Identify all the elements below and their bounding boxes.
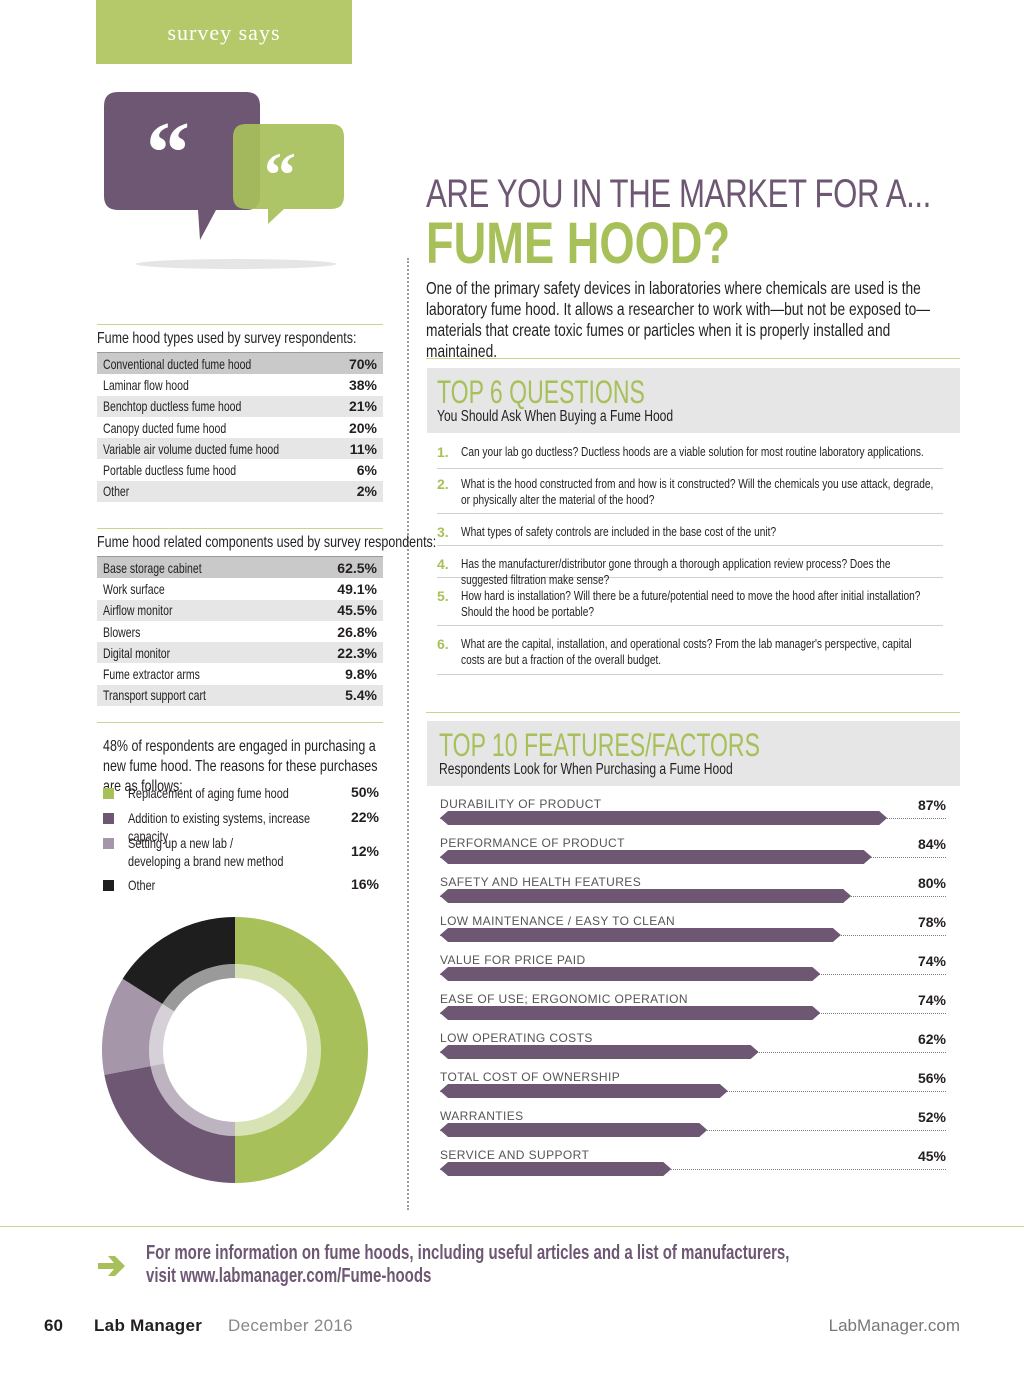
feature-row: LOW MAINTENANCE / EASY TO CLEAN 78% — [440, 914, 946, 948]
more-info-text: For more information on fume hoods, incl… — [146, 1242, 806, 1288]
reasons-top-rule — [97, 722, 383, 723]
feature-row: LOW OPERATING COSTS 62% — [440, 1031, 946, 1065]
legend-item: Other 16% — [103, 876, 385, 894]
svg-text:“: “ — [264, 139, 296, 210]
table-row: Airflow monitor 45.5% — [97, 599, 383, 621]
feature-row: TOTAL COST OF OWNERSHIP 56% — [440, 1070, 946, 1104]
headline-line1: ARE YOU IN THE MARKET FOR A... — [426, 172, 931, 216]
table-row: Other 2% — [97, 480, 383, 503]
headline-line2: FUME HOOD? — [426, 211, 731, 276]
feature-bar — [440, 1123, 707, 1137]
feature-row: DURABILITY OF PRODUCT 87% — [440, 797, 946, 831]
page-number: 60 — [44, 1316, 63, 1335]
speech-bubbles-icon: “ “ — [104, 92, 344, 269]
questions-title: TOP 6 QUESTIONS — [437, 374, 645, 410]
footer-rule — [0, 1226, 1024, 1227]
feature-bar — [440, 1162, 671, 1176]
legend-swatch — [103, 880, 114, 891]
feature-bar — [440, 889, 851, 903]
legend-item: Addition to existing systems, increase c… — [103, 809, 385, 845]
question-item: 4. Has the manufacturer/distributor gone … — [437, 556, 943, 587]
svg-text:“: “ — [146, 105, 190, 202]
table-row: Canopy ducted fume hood 20% — [103, 419, 377, 436]
types-table: Fume hood types used by survey responden… — [97, 330, 383, 503]
donut-inner-ring — [235, 964, 321, 1136]
intro-divider — [426, 358, 960, 359]
feature-row: PERFORMANCE OF PRODUCT 84% — [440, 836, 946, 870]
question-item: 3. What types of safety controls are incl… — [437, 524, 943, 546]
feature-row: VALUE FOR PRICE PAID 74% — [440, 953, 946, 987]
features-title: TOP 10 FEATURES/FACTORS — [439, 727, 760, 763]
feature-bar — [440, 850, 872, 864]
question-item: 6. What are the capital, installation, an… — [437, 636, 943, 675]
components-top-rule — [97, 528, 383, 529]
table-row: Fume extractor arms 9.8% — [103, 666, 377, 683]
table-row: Portable ductless fume hood 6% — [103, 462, 377, 479]
feature-bar — [440, 1045, 759, 1059]
table-row: Benchtop ductless fume hood 21% — [97, 395, 383, 417]
purchase-reasons-donut-chart — [102, 917, 368, 1183]
feature-bar — [440, 811, 887, 825]
donut-inner-ring — [150, 1063, 235, 1136]
legend-item: Setting up a new lab / developing a bran… — [103, 834, 385, 870]
feature-bar — [440, 928, 841, 942]
column-divider — [407, 258, 409, 1210]
types-top-rule — [97, 324, 383, 325]
donut-inner-ring — [162, 964, 235, 1012]
donut-slice — [122, 917, 235, 1004]
table-row: Transport support cart 5.4% — [97, 684, 383, 707]
features-header: TOP 10 FEATURES/FACTORS Respondents Look… — [427, 721, 960, 786]
feature-bar — [440, 967, 820, 981]
question-item: 2. What is the hood constructed from and … — [437, 476, 943, 514]
legend-item: Replacement of aging fume hood 50% — [103, 784, 385, 802]
feature-row: SAFETY AND HEALTH FEATURES 80% — [440, 875, 946, 909]
question-item: 1. Can your lab go ductless? Ductless hoo… — [437, 444, 943, 469]
question-item: 5. How hard is installation? Will there b… — [437, 588, 943, 626]
feature-row: SERVICE AND SUPPORT 45% — [440, 1148, 946, 1182]
arrow-right-icon — [98, 1256, 125, 1276]
magazine-name: Lab Manager — [94, 1316, 203, 1335]
donut-slice — [102, 978, 163, 1075]
legend-swatch — [103, 838, 114, 849]
features-top-rule — [426, 712, 960, 713]
legend-swatch — [103, 788, 114, 799]
types-table-title: Fume hood types used by survey responden… — [97, 330, 357, 347]
table-row: Base storage cabinet 62.5% — [97, 557, 383, 579]
feature-row: EASE OF USE; ERGONOMIC OPERATION 74% — [440, 992, 946, 1026]
feature-bar — [440, 1006, 820, 1020]
website-link[interactable]: LabManager.com — [828, 1316, 960, 1335]
feature-bar — [440, 1084, 728, 1098]
features-subtitle: Respondents Look for When Purchasing a F… — [439, 761, 733, 778]
table-row: Laminar flow hood 38% — [103, 376, 377, 393]
donut-inner-ring — [149, 1003, 175, 1067]
issue-date: December 2016 — [228, 1316, 353, 1335]
table-row: Blowers 26.8% — [103, 623, 377, 640]
more-info-link[interactable]: visit www.labmanager.com/Fume-hoods — [146, 1265, 432, 1287]
questions-header: TOP 6 QUESTIONS You Should Ask When Buyi… — [427, 368, 960, 433]
components-table: Fume hood related components used by sur… — [97, 534, 437, 707]
reasons-title: 48% of respondents are engaged in purcha… — [103, 738, 378, 795]
table-row: Work surface 49.1% — [103, 580, 377, 597]
intro-paragraph: One of the primary safety devices in lab… — [426, 278, 930, 361]
feature-row: WARRANTIES 52% — [440, 1109, 946, 1143]
table-row: Digital monitor 22.3% — [97, 642, 383, 664]
table-row: Variable air volume ducted fume hood 11% — [97, 438, 383, 460]
donut-slice — [235, 917, 368, 1183]
donut-slice — [104, 1066, 235, 1183]
legend-swatch — [103, 813, 114, 824]
table-row: Conventional ducted fume hood 70% — [97, 353, 383, 375]
section-tab: survey says — [96, 0, 352, 64]
components-table-title: Fume hood related components used by sur… — [97, 534, 437, 551]
questions-subtitle: You Should Ask When Buying a Fume Hood — [437, 408, 674, 425]
